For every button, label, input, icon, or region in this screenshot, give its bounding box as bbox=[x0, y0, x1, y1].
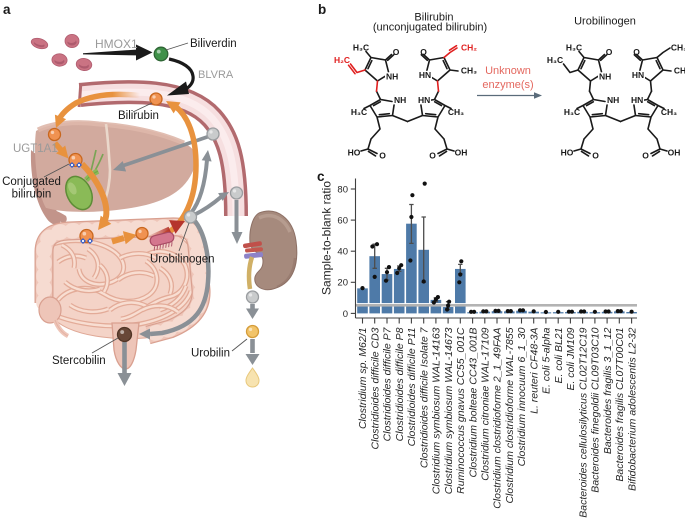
svg-text:Clostridium clostridioforme 2_: Clostridium clostridioforme 2_1_49FAA bbox=[492, 328, 504, 509]
svg-text:Conjugated: Conjugated bbox=[2, 176, 61, 188]
svg-text:Urobilinogen: Urobilinogen bbox=[574, 16, 636, 28]
svg-text:Clostridium sp. M62/1: Clostridium sp. M62/1 bbox=[357, 328, 369, 430]
svg-text:Clostridioides difficile P11: Clostridioides difficile P11 bbox=[406, 328, 418, 447]
svg-text:NH: NH bbox=[607, 95, 619, 105]
svg-text:H₂C: H₂C bbox=[334, 55, 350, 65]
svg-text:Bifidobacterium adolescentis L: Bifidobacterium adolescentis L2-32 bbox=[626, 327, 638, 491]
svg-text:H₃C: H₃C bbox=[547, 55, 563, 65]
svg-text:Clostridioides difficile P8: Clostridioides difficile P8 bbox=[394, 327, 406, 441]
svg-text:Bacteroides finegoldii CL09T03: Bacteroides finegoldii CL09T03C10 bbox=[590, 327, 602, 492]
svg-text:OH: OH bbox=[668, 148, 681, 158]
svg-text:HN: HN bbox=[631, 95, 643, 105]
svg-text:60: 60 bbox=[337, 216, 348, 227]
svg-text:20: 20 bbox=[337, 278, 348, 289]
svg-text:Sample-to-blank ratio: Sample-to-blank ratio bbox=[320, 181, 334, 295]
svg-text:Urobilinogen: Urobilinogen bbox=[150, 254, 215, 266]
svg-text:Bacteroides fragilis 3_1_12: Bacteroides fragilis 3_1_12 bbox=[602, 327, 614, 454]
svg-text:UGT1A1: UGT1A1 bbox=[13, 143, 58, 155]
svg-text:HO: HO bbox=[348, 148, 361, 158]
svg-text:0: 0 bbox=[343, 309, 348, 320]
svg-text:Clostridium clostridioforme WA: Clostridium clostridioforme WAL-7855 bbox=[504, 327, 516, 503]
svg-text:enzyme(s): enzyme(s) bbox=[482, 79, 533, 91]
svg-text:H₃C: H₃C bbox=[564, 107, 580, 117]
svg-text:L. reuteri CF48-3A: L. reuteri CF48-3A bbox=[528, 328, 540, 414]
svg-text:Clostridioides difficile P7: Clostridioides difficile P7 bbox=[382, 326, 394, 441]
svg-text:Bacteroides cellulosilyticus C: Bacteroides cellulosilyticus CL02T12C19 bbox=[577, 327, 589, 517]
svg-text:OH: OH bbox=[455, 148, 468, 158]
svg-text:Clostridium bolteae CC43_001B: Clostridium bolteae CC43_001B bbox=[467, 328, 479, 478]
svg-text:O: O bbox=[606, 47, 613, 57]
svg-text:H₃C: H₃C bbox=[566, 43, 582, 53]
svg-text:Clostridium innocuum 6_1_30: Clostridium innocuum 6_1_30 bbox=[516, 327, 528, 466]
svg-text:Ruminococcus gnavus CC55_001C: Ruminococcus gnavus CC55_001C bbox=[455, 327, 467, 494]
svg-text:(unconjugated bilirubin): (unconjugated bilirubin) bbox=[373, 22, 487, 34]
svg-text:O: O bbox=[379, 151, 386, 161]
svg-text:NH: NH bbox=[394, 95, 406, 105]
svg-text:O: O bbox=[592, 151, 599, 161]
svg-text:NH: NH bbox=[386, 72, 398, 82]
svg-text:CH₃: CH₃ bbox=[461, 66, 477, 76]
svg-text:Unknown: Unknown bbox=[485, 65, 531, 77]
svg-text:O: O bbox=[429, 151, 436, 161]
svg-text:Clostridium symbiosum WAL-1467: Clostridium symbiosum WAL-14673 bbox=[443, 327, 455, 494]
svg-text:E. coli BL21: E. coli BL21 bbox=[553, 328, 565, 384]
svg-text:CH₃: CH₃ bbox=[661, 107, 677, 117]
svg-text:40: 40 bbox=[337, 247, 348, 258]
svg-text:Bacteroides fragilis CL07T00C0: Bacteroides fragilis CL07T00C01 bbox=[614, 328, 626, 482]
svg-text:E. coli JM109: E. coli JM109 bbox=[565, 327, 577, 390]
svg-text:bilirubin: bilirubin bbox=[12, 189, 52, 201]
svg-text:O: O bbox=[393, 47, 400, 57]
svg-text:Bilirubin: Bilirubin bbox=[118, 110, 159, 122]
svg-text:HN: HN bbox=[419, 70, 431, 80]
svg-text:HN: HN bbox=[418, 95, 430, 105]
svg-text:80: 80 bbox=[337, 184, 348, 195]
svg-text:NH: NH bbox=[599, 72, 611, 82]
svg-text:O: O bbox=[642, 151, 649, 161]
svg-text:a: a bbox=[3, 2, 11, 17]
svg-text:O: O bbox=[633, 47, 640, 57]
svg-text:Urobilin: Urobilin bbox=[191, 348, 230, 360]
svg-text:H₃C: H₃C bbox=[351, 107, 367, 117]
svg-text:Clostridium symbiosum WAL-1416: Clostridium symbiosum WAL-14163 bbox=[431, 327, 443, 494]
svg-text:Stercobilin: Stercobilin bbox=[52, 355, 106, 367]
svg-text:E. coli 5-alpha: E. coli 5-alpha bbox=[541, 327, 553, 394]
svg-text:Clostridioides difficile CD3: Clostridioides difficile CD3 bbox=[369, 327, 381, 449]
svg-text:CH₃: CH₃ bbox=[448, 107, 464, 117]
svg-text:HMOX1: HMOX1 bbox=[95, 37, 138, 51]
svg-text:HN: HN bbox=[632, 70, 644, 80]
svg-text:CH₃: CH₃ bbox=[674, 66, 685, 76]
svg-text:Bilirubin: Bilirubin bbox=[414, 12, 453, 24]
svg-text:H₃C: H₃C bbox=[353, 43, 369, 53]
svg-text:HO: HO bbox=[561, 148, 574, 158]
svg-text:b: b bbox=[318, 2, 326, 17]
svg-text:CH₃: CH₃ bbox=[671, 43, 685, 53]
svg-text:BLVRA: BLVRA bbox=[198, 69, 234, 81]
svg-text:Clostridium citroniae WAL-1710: Clostridium citroniae WAL-17109 bbox=[480, 327, 492, 480]
svg-text:c: c bbox=[317, 169, 325, 184]
svg-text:Biliverdin: Biliverdin bbox=[190, 38, 237, 50]
svg-text:CH₂: CH₂ bbox=[461, 43, 477, 53]
svg-text:O: O bbox=[420, 47, 427, 57]
svg-text:Clostridioides difficile Isola: Clostridioides difficile Isolate 7 bbox=[418, 326, 430, 468]
